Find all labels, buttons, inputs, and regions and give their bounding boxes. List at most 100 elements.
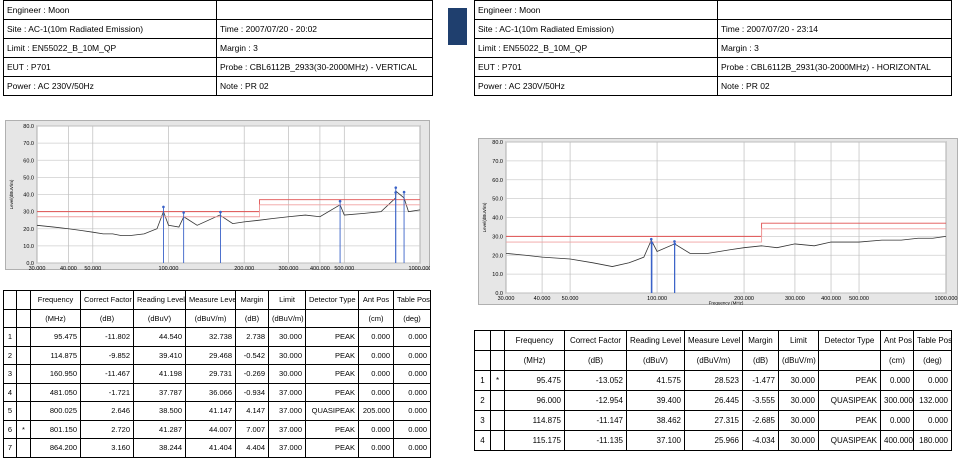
header-cell: (dBuV)	[626, 350, 685, 371]
data-cell: 32.738	[185, 327, 236, 347]
data-cell: -13.052	[564, 370, 627, 391]
data-cell: 160.950	[30, 364, 81, 384]
header-row: (MHz) (dB) (dBuV) (dBuV/m) (dB) (dBuV/m) (cm)(…	[3, 308, 431, 328]
data-cell: 37.787	[133, 382, 186, 402]
header-row: Frequency Correct Factor Reading Level Meas…	[474, 330, 952, 351]
data-cell: 26.445	[684, 390, 743, 411]
data-cell: 400.000	[880, 430, 914, 451]
data-cell: 30.000	[268, 345, 306, 365]
x-tick-label: 40.000	[60, 266, 77, 270]
data-cell: 300.000	[880, 390, 914, 411]
data-cell: 30.000	[268, 364, 306, 384]
y-tick-label: 0.0	[26, 261, 34, 267]
data-cell: 29.468	[185, 345, 236, 365]
data-cell: PEAK	[305, 364, 359, 384]
data-cell: 0.000	[393, 401, 431, 421]
data-cell: 28.523	[684, 370, 743, 391]
row-number: 4	[474, 430, 491, 451]
data-cell: -0.934	[235, 382, 269, 402]
header-cell	[474, 330, 491, 351]
row-flag: *	[16, 419, 31, 439]
x-tick-label: 50.000	[84, 266, 101, 270]
data-cell: 36.066	[185, 382, 236, 402]
data-cell: 2.738	[235, 327, 269, 347]
header-cell: (MHz)	[30, 308, 81, 328]
row-number: 2	[3, 345, 17, 365]
header-cell: Detector Type	[818, 330, 881, 351]
data-cell: 41.147	[185, 401, 236, 421]
data-row: 3 114.875 -11.147 38.462 27.315 -2.685 30.000 P…	[474, 410, 952, 431]
x-tick-label: 300.000	[279, 266, 299, 270]
page-edge-tab	[448, 8, 467, 45]
data-cell: 25.966	[684, 430, 743, 451]
header-cell: (cm)	[880, 350, 914, 371]
info-cell: Engineer : Moon	[474, 0, 718, 20]
header-cell: Limit	[778, 330, 819, 351]
info-row: Power : AC 230V/50Hz Note : PR 02	[3, 76, 433, 96]
info-row: Power : AC 230V/50Hz Note : PR 02	[474, 76, 952, 96]
data-cell: 41.575	[626, 370, 685, 391]
row-flag	[16, 401, 31, 421]
header-cell: Margin	[742, 330, 779, 351]
x-tick-label: 40.000	[534, 296, 551, 302]
header-cell	[16, 308, 31, 328]
chart: 0.0 10.0 20.0 30.0 40.0 50.0 60.0 70.0 80.0 30.00…	[5, 120, 430, 270]
peak-marker-head	[338, 199, 342, 203]
data-cell: 115.175	[504, 430, 565, 451]
x-tick-label: 500.000	[334, 266, 354, 270]
header-cell: (deg)	[393, 308, 431, 328]
info-row: EUT : P701 Probe : CBL6112B_2933(30-2000M…	[3, 57, 433, 77]
info-row: Limit : EN55022_B_10M_QP Margin : 3	[474, 38, 952, 58]
data-cell: QUASIPEAK	[818, 390, 881, 411]
peak-marker-head	[673, 240, 676, 243]
data-row: 1 95.475 -11.802 44.540 32.738 2.738 30.000 PEA…	[3, 327, 431, 347]
y-tick-label: 10.0	[492, 272, 503, 278]
data-cell: 41.198	[133, 364, 186, 384]
header-cell: Ant Pos	[358, 290, 394, 310]
data-cell: 7.007	[235, 419, 269, 439]
data-cell: PEAK	[305, 382, 359, 402]
info-cell: Time : 2007/07/20 - 20:02	[216, 19, 433, 39]
peak-marker-head	[673, 242, 677, 246]
x-tick-label: 30.000	[498, 296, 515, 302]
header-cell: Detector Type	[305, 290, 359, 310]
data-cell: -11.135	[564, 430, 627, 451]
data-cell: -11.802	[80, 327, 134, 347]
data-cell: 38.244	[133, 438, 186, 458]
data-cell: 95.475	[504, 370, 565, 391]
info-cell: Engineer : Moon	[3, 0, 217, 20]
data-cell: 95.475	[30, 327, 81, 347]
data-table: Frequency Correct Factor Reading Level Meas…	[474, 330, 952, 451]
info-table: Engineer : Moon Site : AC-1(10m Radiated …	[3, 0, 433, 96]
y-tick-label: 70.0	[23, 141, 34, 147]
y-tick-label: 30.0	[23, 210, 34, 216]
header-cell: (dB)	[742, 350, 779, 371]
y-tick-label: 30.0	[492, 234, 503, 240]
data-row: 2 96.000 -12.954 39.400 26.445 -3.555 30.000 QU…	[474, 390, 952, 411]
data-row: 1 * 95.475 -13.052 41.575 28.523 -1.477 30.000 P…	[474, 370, 952, 391]
data-cell: 38.462	[626, 410, 685, 431]
peak-marker-head	[162, 205, 165, 209]
data-cell: PEAK	[818, 410, 881, 431]
data-cell: 3.160	[80, 438, 134, 458]
data-cell: 481.050	[30, 382, 81, 402]
data-cell: 114.875	[504, 410, 565, 431]
data-cell: 0.000	[358, 382, 394, 402]
header-cell: Table Pos	[913, 330, 952, 351]
info-cell: EUT : P701	[3, 57, 217, 77]
info-row: EUT : P701 Probe : CBL6112B_2931(30-2000M…	[474, 57, 952, 77]
data-cell: 41.404	[185, 438, 236, 458]
header-cell	[474, 350, 491, 371]
info-row: Site : AC-1(10m Radiated Emission) Time :…	[3, 19, 433, 39]
header-cell: (MHz)	[504, 350, 565, 371]
series-line	[36, 190, 421, 236]
info-cell: Site : AC-1(10m Radiated Emission)	[474, 19, 718, 39]
row-flag	[16, 364, 31, 384]
header-cell: Margin	[235, 290, 269, 310]
data-cell: 37.100	[626, 430, 685, 451]
y-tick-label: 60.0	[492, 178, 503, 184]
series-line	[505, 235, 947, 267]
info-row: Engineer : Moon	[474, 0, 952, 20]
header-cell: Ant Pos	[880, 330, 914, 351]
data-cell: 0.000	[880, 410, 914, 431]
